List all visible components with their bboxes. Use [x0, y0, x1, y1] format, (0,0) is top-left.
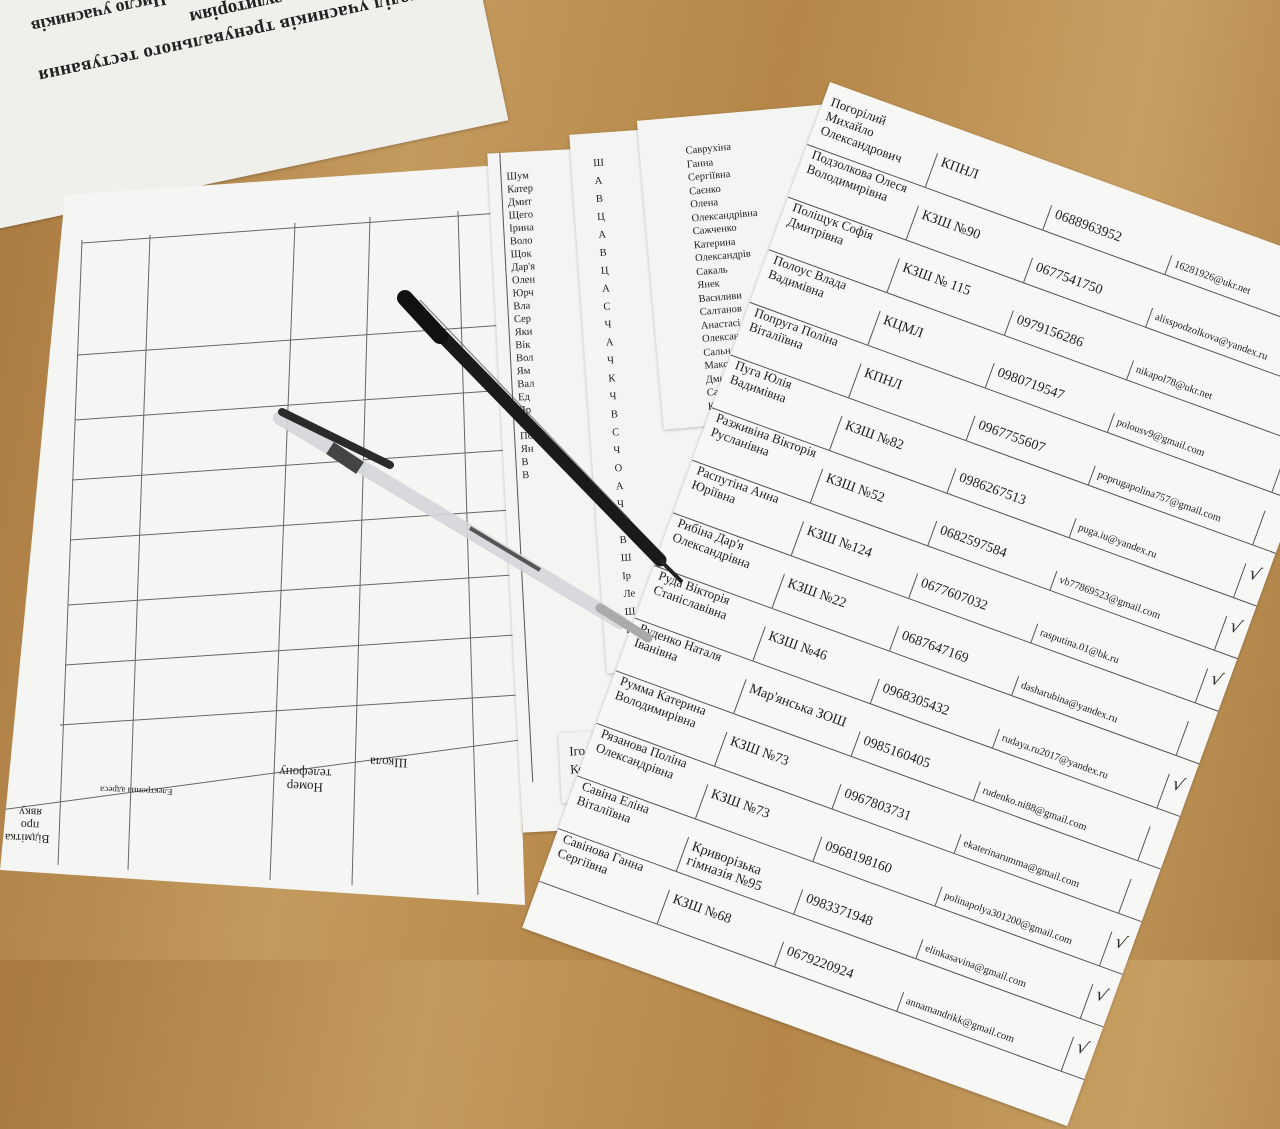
attendance-check: √	[1060, 1036, 1104, 1082]
count-label: Число учасників	[29, 0, 168, 38]
phone-cell: 0679220924	[774, 941, 903, 1010]
participant-table: Погорілий Михайло Олександрович КПНЛ 06889…	[538, 82, 1280, 1082]
table-grid	[0, 210, 521, 896]
school-cell: КЗШ №68	[656, 889, 780, 964]
header-email: Електронна адреса	[99, 784, 173, 798]
email-cell: annamandrikk@gmail.com	[896, 991, 1069, 1071]
header-school: Школа	[369, 754, 408, 771]
header-attendance: Відмітка про явку	[4, 804, 50, 847]
header-phone: Номер телефону	[278, 764, 332, 796]
blank-registration-sheet: Школа Номер телефону Електронна адреса В…	[0, 165, 525, 905]
